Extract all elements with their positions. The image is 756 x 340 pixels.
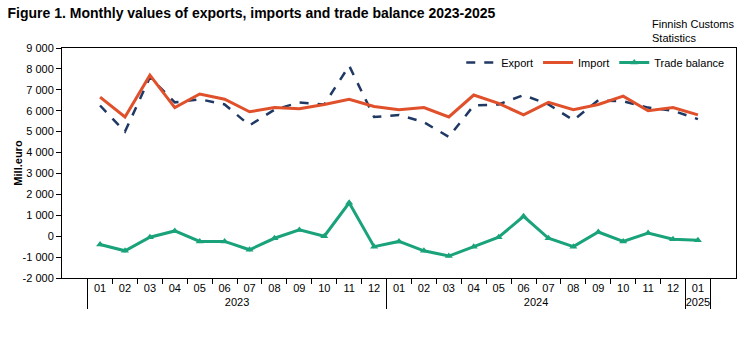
svg-text:10: 10	[318, 282, 330, 294]
svg-text:02: 02	[418, 282, 430, 294]
svg-text:Export: Export	[501, 57, 533, 69]
svg-text:6 000: 6 000	[26, 105, 54, 117]
svg-text:2023: 2023	[225, 296, 249, 308]
svg-text:3 000: 3 000	[26, 167, 54, 179]
svg-text:08: 08	[268, 282, 280, 294]
svg-text:05: 05	[194, 282, 206, 294]
svg-text:09: 09	[592, 282, 604, 294]
svg-text:01: 01	[393, 282, 405, 294]
svg-text:0: 0	[48, 230, 54, 242]
svg-text:01: 01	[692, 282, 704, 294]
svg-text:7 000: 7 000	[26, 84, 54, 96]
svg-text:2024: 2024	[524, 296, 548, 308]
svg-text:-2 000: -2 000	[23, 272, 54, 284]
svg-text:12: 12	[667, 282, 679, 294]
svg-text:11: 11	[642, 282, 653, 294]
svg-text:8 000: 8 000	[26, 63, 54, 75]
svg-text:04: 04	[468, 282, 480, 294]
svg-text:06: 06	[517, 282, 529, 294]
svg-text:Import: Import	[578, 57, 609, 69]
svg-text:Figure 1. Monthly values of ex: Figure 1. Monthly values of exports, imp…	[8, 5, 496, 21]
svg-text:-1 000: -1 000	[23, 251, 54, 263]
svg-text:1 000: 1 000	[26, 209, 54, 221]
svg-text:05: 05	[493, 282, 505, 294]
svg-text:09: 09	[293, 282, 305, 294]
svg-text:Finnish CustomsStatistics: Finnish CustomsStatistics	[652, 18, 734, 44]
svg-text:04: 04	[169, 282, 181, 294]
svg-text:Mill.euro: Mill.euro	[12, 140, 24, 186]
svg-text:12: 12	[368, 282, 380, 294]
svg-text:Trade balance: Trade balance	[654, 57, 724, 69]
svg-text:2 000: 2 000	[26, 188, 54, 200]
svg-text:01: 01	[94, 282, 106, 294]
svg-text:06: 06	[219, 282, 231, 294]
svg-text:07: 07	[243, 282, 255, 294]
svg-text:03: 03	[144, 282, 156, 294]
svg-text:9 000: 9 000	[26, 42, 54, 54]
svg-text:11: 11	[343, 282, 354, 294]
svg-text:5 000: 5 000	[26, 125, 54, 137]
svg-text:08: 08	[567, 282, 579, 294]
svg-text:07: 07	[542, 282, 554, 294]
svg-text:02: 02	[119, 282, 131, 294]
svg-text:03: 03	[443, 282, 455, 294]
svg-text:2025: 2025	[686, 296, 710, 308]
svg-text:10: 10	[617, 282, 629, 294]
svg-text:4 000: 4 000	[26, 146, 54, 158]
